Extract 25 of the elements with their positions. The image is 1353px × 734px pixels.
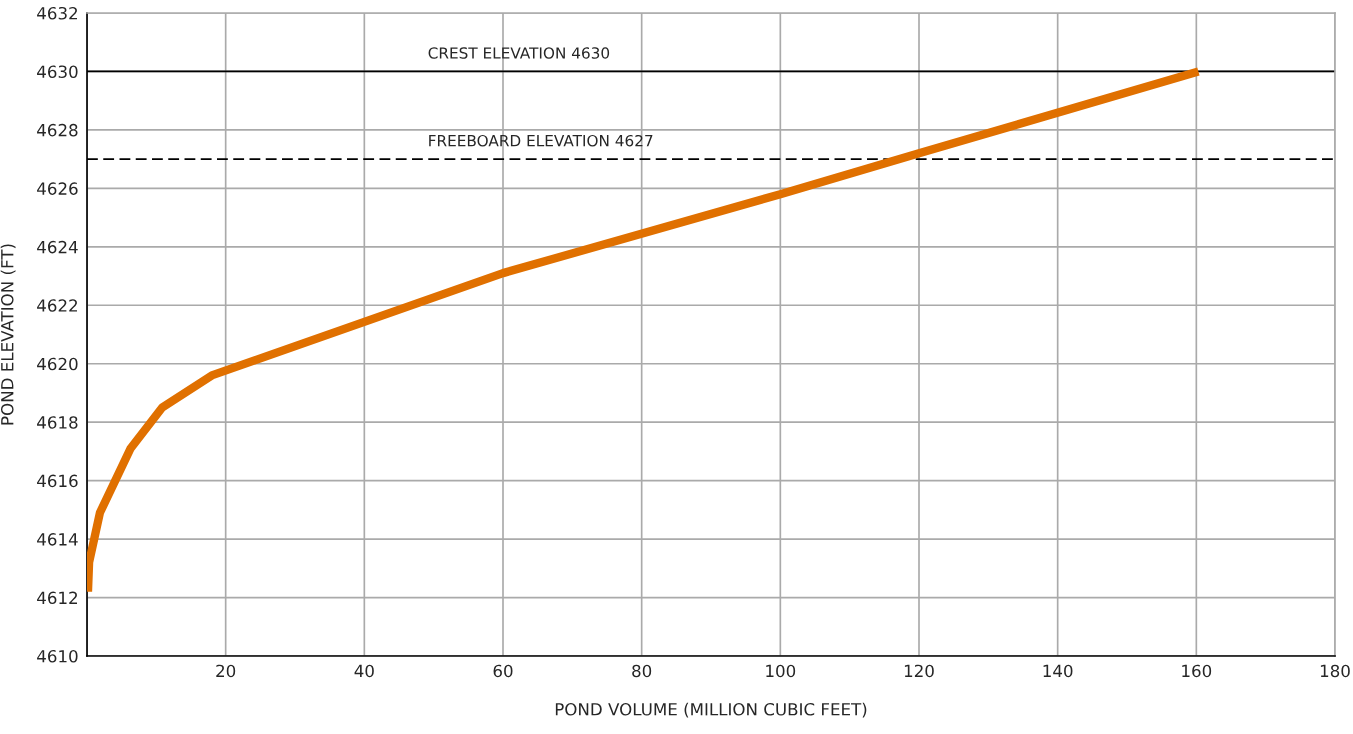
x-tick-label: 160 bbox=[1182, 664, 1212, 678]
y-tick-label: 4620 bbox=[37, 357, 78, 371]
y-tick-label: 4614 bbox=[37, 533, 78, 546]
x-tick-label: 100 bbox=[766, 664, 796, 678]
y-tick-label: 4632 bbox=[37, 6, 77, 20]
y-tick-label: 4630 bbox=[37, 65, 78, 79]
x-tick-label: 120 bbox=[904, 664, 934, 678]
x-tick-label: 20 bbox=[216, 664, 236, 678]
y-axis-title: POND ELEVATION (FT) bbox=[0, 244, 16, 425]
x-tick-label: 80 bbox=[632, 664, 652, 678]
x-tick-label: 140 bbox=[1043, 664, 1073, 678]
y-tick-label: 4618 bbox=[37, 416, 78, 429]
x-axis-title: POND VOLUME (MILLION CUBIC FEET) bbox=[555, 702, 867, 718]
y-tick-label: 4616 bbox=[37, 474, 78, 488]
x-tick-label: 60 bbox=[493, 664, 513, 678]
ref-line-label: CREST ELEVATION 4630 bbox=[428, 47, 610, 59]
y-tick-label: 4626 bbox=[37, 182, 78, 195]
y-tick-label: 4612 bbox=[37, 591, 77, 605]
y-tick-label: 4622 bbox=[37, 299, 77, 312]
y-tick-label: 4610 bbox=[37, 649, 78, 663]
y-tick-label: 4628 bbox=[37, 123, 78, 137]
y-tick-label: 4624 bbox=[37, 240, 78, 254]
x-tick-label: 40 bbox=[354, 664, 374, 678]
x-tick-label: 180 bbox=[1320, 664, 1350, 678]
ref-line-label: FREEBOARD ELEVATION 4627 bbox=[429, 134, 653, 147]
